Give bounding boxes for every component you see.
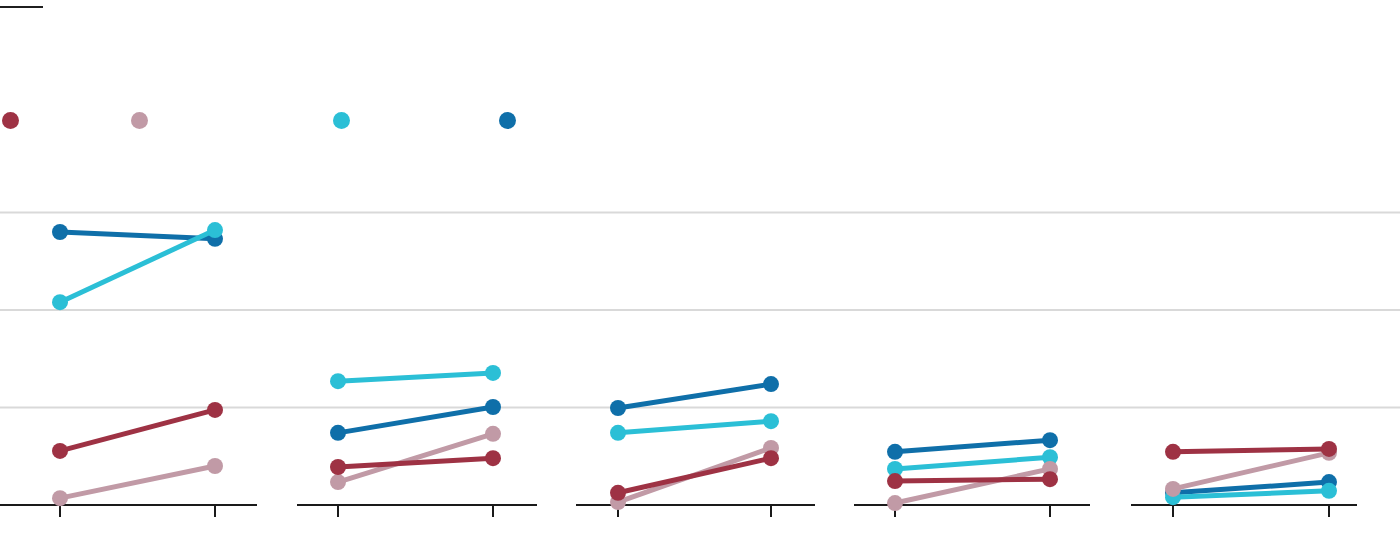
panel-3-cyan-point-2: [763, 413, 779, 429]
panel-5-mauve-point-1: [1165, 481, 1181, 497]
panel-2-blue-point-1: [330, 425, 346, 441]
panel-2-mauve-point-2: [485, 426, 501, 442]
panel-3-crimson-point-1: [610, 485, 626, 501]
panel-1-cyan-point-1: [52, 294, 68, 310]
panel-2-blue-point-2: [485, 399, 501, 415]
panel-4-crimson-line: [895, 479, 1050, 481]
panel-4-blue-line: [895, 440, 1050, 452]
panel-3-blue-point-2: [763, 376, 779, 392]
panel-5-cyan-point-2: [1321, 483, 1337, 499]
panel-5-crimson-point-1: [1165, 444, 1181, 460]
panel-5-crimson-point-2: [1321, 441, 1337, 457]
panel-1-cyan-point-2: [207, 222, 223, 238]
slope-chart: [0, 0, 1400, 556]
panel-1-mauve-point-1: [52, 490, 68, 506]
panel-2-mauve-point-1: [330, 474, 346, 490]
panel-1-cyan-line: [60, 230, 215, 302]
chart-canvas: [0, 0, 1400, 556]
panel-2-cyan-point-2: [485, 365, 501, 381]
panel-4-mauve-line: [895, 469, 1050, 503]
panel-4-cyan-line: [895, 457, 1050, 469]
panel-1-mauve-line: [60, 466, 215, 498]
panel-2-cyan-point-1: [330, 373, 346, 389]
panel-3-cyan-point-1: [610, 425, 626, 441]
panel-2-cyan-line: [338, 373, 493, 381]
panel-3-blue-point-1: [610, 400, 626, 416]
panel-1-mauve-point-2: [207, 458, 223, 474]
panel-3-blue-line: [618, 384, 771, 408]
panel-2-blue-line: [338, 407, 493, 433]
panel-3-crimson-line: [618, 458, 771, 493]
panel-1-blue-point-1: [52, 224, 68, 240]
panel-1-crimson-point-1: [52, 443, 68, 459]
panel-2-crimson-point-1: [330, 459, 346, 475]
panel-4-crimson-point-2: [1042, 471, 1058, 487]
panel-5-crimson-line: [1173, 449, 1329, 452]
panel-2-crimson-point-2: [485, 450, 501, 466]
panel-1-crimson-line: [60, 410, 215, 451]
panel-4-blue-point-1: [887, 444, 903, 460]
panel-4-blue-point-2: [1042, 432, 1058, 448]
panel-1-crimson-point-2: [207, 402, 223, 418]
panel-3-cyan-line: [618, 421, 771, 433]
panel-4-crimson-point-1: [887, 473, 903, 489]
panel-3-crimson-point-2: [763, 450, 779, 466]
panel-1-blue-line: [60, 232, 215, 239]
panel-4-mauve-point-1: [887, 495, 903, 511]
